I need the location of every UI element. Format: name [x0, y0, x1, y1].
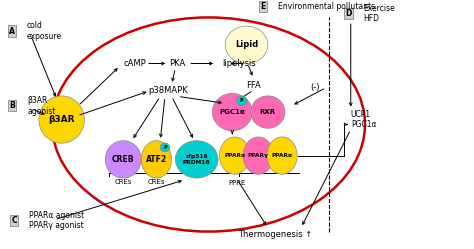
Ellipse shape: [160, 143, 170, 152]
Text: CREs: CREs: [148, 179, 165, 185]
Text: β3AR: β3AR: [48, 115, 75, 124]
Text: Thermogenesis ↑: Thermogenesis ↑: [238, 230, 312, 239]
Ellipse shape: [225, 26, 268, 63]
Text: P: P: [240, 98, 244, 103]
Ellipse shape: [237, 96, 247, 106]
Text: CREB: CREB: [112, 155, 135, 164]
Ellipse shape: [267, 137, 297, 174]
Ellipse shape: [39, 96, 84, 143]
Text: PPARα agonist
PPARγ agonist: PPARα agonist PPARγ agonist: [29, 211, 85, 230]
Text: ATF2: ATF2: [146, 155, 167, 164]
Ellipse shape: [175, 141, 218, 178]
Text: cold
exposure: cold exposure: [27, 21, 62, 41]
Text: E: E: [260, 2, 266, 11]
Ellipse shape: [212, 93, 252, 131]
Text: β3AR
agonist: β3AR agonist: [27, 96, 55, 116]
Text: C: C: [11, 216, 17, 225]
Ellipse shape: [251, 96, 285, 128]
Text: cAMP: cAMP: [124, 59, 146, 68]
Text: Lipid: Lipid: [235, 40, 258, 49]
Ellipse shape: [243, 137, 273, 174]
Text: PPARα: PPARα: [224, 153, 245, 158]
Text: UCP1
PGC1α: UCP1 PGC1α: [351, 110, 376, 129]
Text: zfp516
PRDM16: zfp516 PRDM16: [183, 154, 210, 165]
Ellipse shape: [141, 141, 172, 178]
Text: B: B: [9, 101, 15, 110]
Text: A: A: [9, 27, 15, 36]
Text: (-): (-): [310, 83, 320, 92]
Text: PPARγ: PPARγ: [248, 153, 269, 158]
Ellipse shape: [219, 137, 250, 174]
Text: P: P: [163, 145, 167, 150]
Text: PPARα: PPARα: [272, 153, 292, 158]
Text: PGC1α: PGC1α: [219, 109, 245, 115]
Text: CREs: CREs: [115, 179, 132, 185]
Text: RXR: RXR: [260, 109, 276, 115]
Text: lipolysis: lipolysis: [222, 59, 256, 68]
Text: FFA: FFA: [246, 81, 261, 90]
Text: Exercise
HFD: Exercise HFD: [364, 4, 395, 23]
Text: PKA: PKA: [170, 59, 186, 68]
Text: D: D: [345, 9, 352, 18]
Text: p38MAPK: p38MAPK: [148, 86, 188, 95]
Ellipse shape: [105, 141, 141, 178]
Text: Environmental pollutants: Environmental pollutants: [278, 2, 375, 11]
Text: PPRE: PPRE: [228, 180, 246, 186]
